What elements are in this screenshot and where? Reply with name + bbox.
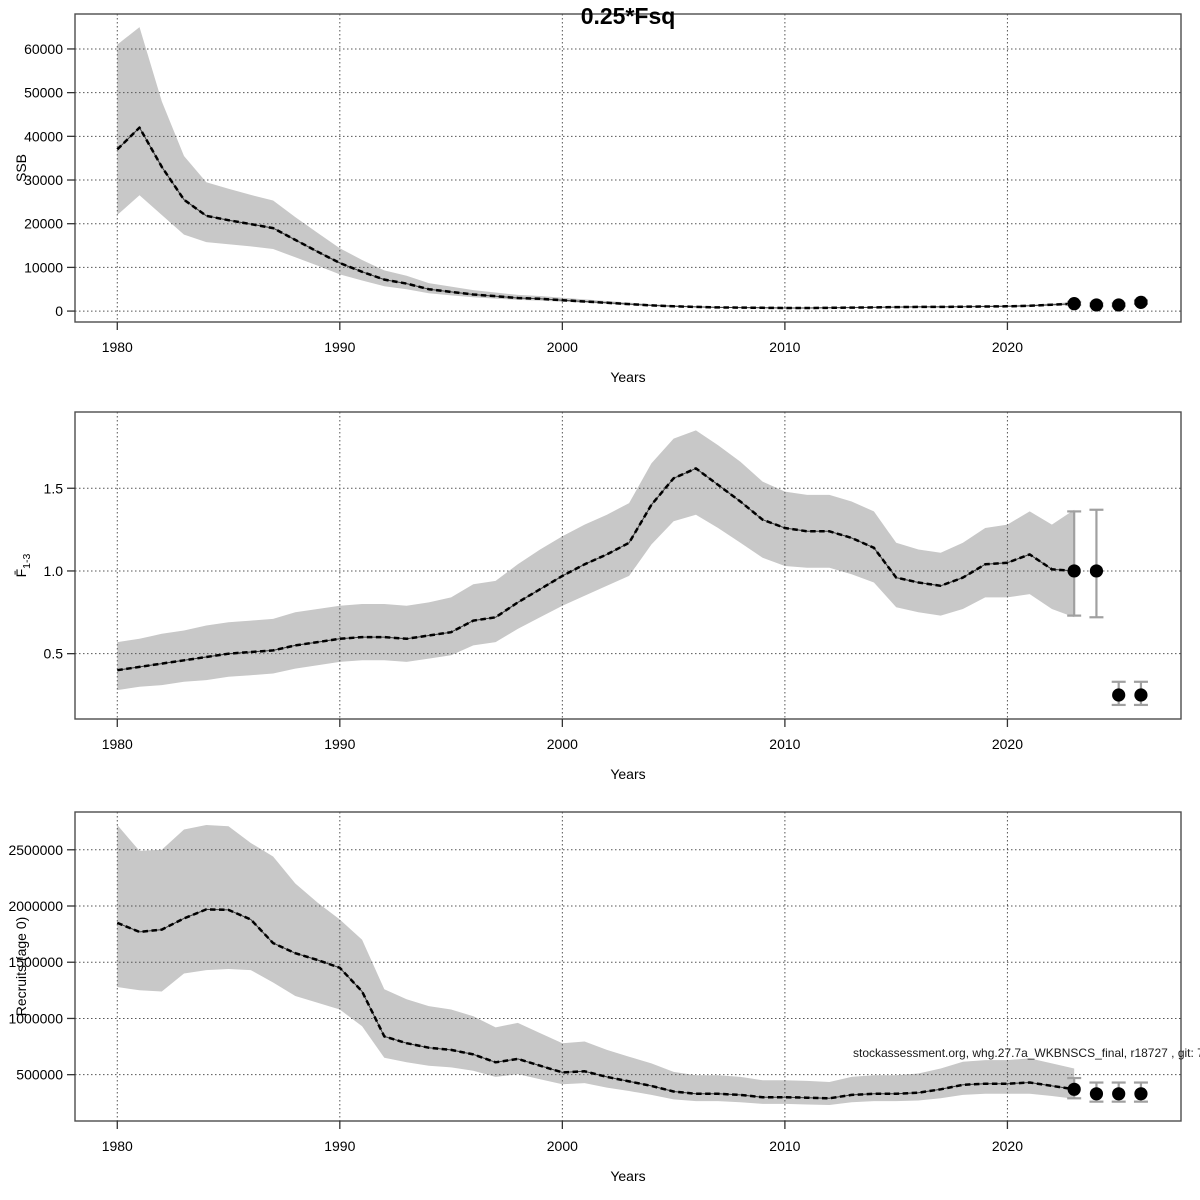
y-tick-label: 1.0 — [44, 563, 64, 579]
median-line — [116, 908, 1075, 1100]
x-tick-label: 2010 — [769, 339, 800, 355]
x-tick-label: 1990 — [324, 736, 355, 752]
y-tick-label: 50000 — [24, 85, 63, 101]
forecast-dot — [1067, 297, 1081, 311]
y-axis-label: Recruits (age 0) — [13, 917, 29, 1017]
panel-1: 1980 1990 2000 2010 2020 0.5 1.0 1.5 F̄1-3 Years — [13, 411, 1182, 782]
confidence-band — [117, 825, 1075, 1105]
x-tick-label: 2000 — [547, 339, 578, 355]
forecast-dot — [1134, 688, 1148, 702]
y-tick-label: 2000000 — [8, 898, 63, 914]
forecast-dot — [1089, 298, 1104, 312]
forecast-dot — [1112, 1087, 1126, 1101]
plot-border — [74, 411, 1182, 720]
forecast-dot — [1067, 1082, 1081, 1096]
y-tick-label: 20000 — [24, 216, 63, 232]
median-line — [116, 126, 1075, 310]
median-line — [117, 467, 1075, 672]
y-tick-label: 500000 — [16, 1067, 63, 1083]
x-tick-label: 1990 — [324, 1138, 355, 1154]
panel-2: 1980 1990 2000 2010 2020 500000 1000000 1500000… — [8, 811, 1182, 1184]
x-axis-label: Years — [610, 766, 645, 782]
panel-0: 1980 1990 2000 2010 2020 0 10000 20000 30000 4000… — [13, 13, 1182, 385]
x-tick-label: 2020 — [992, 736, 1023, 752]
x-axis-label: Years — [610, 369, 645, 385]
forecast-dot — [1134, 295, 1148, 309]
y-tick-label: 1.5 — [44, 480, 64, 496]
x-tick-label: 2000 — [547, 736, 578, 752]
y-axis-label: SSB — [13, 154, 29, 182]
annotation-text: stockassessment.org, whg.27.7a_WKBNSCS_f… — [853, 1046, 1200, 1060]
y-tick-label: 0 — [55, 303, 63, 319]
x-tick-label: 1990 — [324, 339, 355, 355]
y-tick-label: 0.5 — [44, 646, 64, 662]
forecast-dot — [1089, 1087, 1104, 1101]
y-tick-label: 40000 — [24, 128, 63, 144]
x-tick-label: 2020 — [992, 339, 1023, 355]
confidence-band — [117, 27, 1075, 309]
x-tick-label: 2010 — [769, 736, 800, 752]
forecast-dot — [1112, 298, 1126, 312]
y-tick-label: 1500000 — [8, 954, 63, 970]
x-tick-label: 1980 — [102, 736, 133, 752]
y-tick-label: 1000000 — [8, 1010, 63, 1026]
x-tick-label: 2000 — [547, 1138, 578, 1154]
forecast-dot — [1089, 564, 1104, 578]
plot-border — [74, 811, 1182, 1122]
y-tick-label: 10000 — [24, 259, 63, 275]
x-tick-label: 2010 — [769, 1138, 800, 1154]
y-tick-label: 2500000 — [8, 842, 63, 858]
x-tick-label: 2020 — [992, 1138, 1023, 1154]
figure-title: 0.25*Fsq — [580, 3, 676, 29]
plot-border — [74, 13, 1182, 323]
y-axis-label: F̄1-3 — [13, 553, 33, 577]
forecast-dot — [1067, 564, 1081, 578]
x-tick-label: 1980 — [102, 1138, 133, 1154]
y-tick-label: 60000 — [24, 41, 63, 57]
x-axis-label: Years — [610, 1168, 645, 1184]
forecast-dot — [1134, 1087, 1148, 1101]
x-tick-label: 1980 — [102, 339, 133, 355]
forecast-dot — [1112, 688, 1126, 702]
y-tick-label: 30000 — [24, 172, 63, 188]
